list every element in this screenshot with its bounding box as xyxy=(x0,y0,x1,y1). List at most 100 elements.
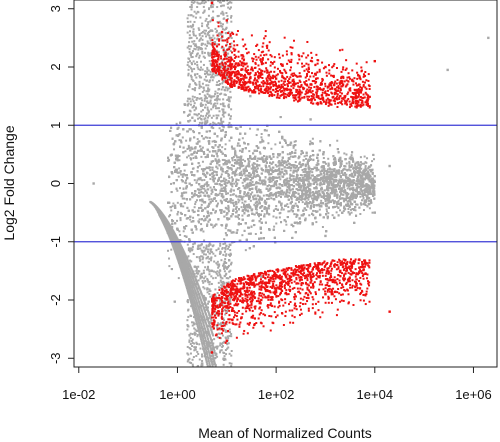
grey-point xyxy=(266,211,269,214)
grey-point xyxy=(357,161,360,164)
grey-point xyxy=(359,188,362,191)
grey-point xyxy=(206,223,209,226)
grey-point xyxy=(215,200,218,203)
grey-point xyxy=(328,167,331,170)
grey-point xyxy=(216,167,219,170)
grey-point xyxy=(275,222,278,225)
grey-point xyxy=(215,189,218,192)
grey-point xyxy=(178,171,181,174)
grey-point xyxy=(286,188,289,191)
grey-point xyxy=(296,180,299,183)
grey-point xyxy=(214,182,217,185)
grey-point xyxy=(350,154,353,157)
grey-point xyxy=(323,192,326,195)
grey-point xyxy=(328,170,331,173)
grey-point xyxy=(238,149,241,152)
grey-point xyxy=(272,155,275,158)
grey-point xyxy=(346,187,349,190)
grey-point xyxy=(361,199,364,202)
grey-point xyxy=(274,143,277,146)
grey-point xyxy=(364,166,367,169)
grey-point xyxy=(206,181,209,184)
grey-point xyxy=(274,163,277,166)
grey-point xyxy=(193,210,196,213)
grey-point xyxy=(210,192,213,195)
grey-point xyxy=(342,168,345,171)
grey-point xyxy=(209,250,212,253)
grey-point xyxy=(170,248,173,251)
grey-point xyxy=(221,158,224,161)
grey-point xyxy=(351,198,354,201)
grey-point xyxy=(193,206,196,209)
grey-point xyxy=(254,208,257,211)
grey-point xyxy=(326,168,329,171)
grey-point xyxy=(347,168,350,171)
grey-point xyxy=(207,167,210,170)
grey-point xyxy=(260,158,263,161)
grey-point xyxy=(223,199,226,202)
grey-point xyxy=(285,223,288,226)
grey-point xyxy=(370,177,373,180)
grey-point xyxy=(212,127,215,130)
grey-point xyxy=(227,210,230,213)
grey-point xyxy=(247,175,250,178)
grey-point xyxy=(181,192,184,195)
grey-point xyxy=(260,136,263,139)
grey-point xyxy=(362,189,365,192)
grey-point xyxy=(173,148,176,151)
grey-point xyxy=(257,175,260,178)
grey-point xyxy=(300,174,303,177)
grey-point xyxy=(366,194,369,197)
grey-point xyxy=(231,180,234,183)
grey-point xyxy=(364,164,367,167)
grey-point xyxy=(242,164,245,167)
grey-point xyxy=(224,148,227,151)
grey-point xyxy=(348,164,351,167)
grey-point xyxy=(206,154,209,157)
grey-point xyxy=(352,167,355,170)
grey-point xyxy=(305,157,308,160)
grey-point xyxy=(355,182,358,185)
grey-point xyxy=(231,159,234,162)
grey-point xyxy=(184,179,187,182)
grey-point xyxy=(325,208,328,211)
grey-point xyxy=(371,160,374,163)
grey-point xyxy=(212,226,215,229)
grey-point xyxy=(294,161,297,164)
grey-point xyxy=(208,150,211,153)
grey-point xyxy=(235,195,238,198)
grey-point xyxy=(331,214,334,217)
grey-point xyxy=(231,185,234,188)
grey-point xyxy=(239,176,242,179)
grey-point xyxy=(369,175,372,178)
grey-point xyxy=(241,181,244,184)
grey-point xyxy=(258,200,261,203)
grey-point xyxy=(202,230,205,233)
grey-point xyxy=(279,211,282,214)
grey-point xyxy=(307,184,310,187)
grey-point xyxy=(200,223,203,226)
grey-point xyxy=(368,165,371,168)
grey-point xyxy=(277,169,280,172)
grey-point xyxy=(181,197,184,200)
grey-point xyxy=(337,158,340,161)
grey-point xyxy=(335,205,338,208)
grey-point xyxy=(267,178,270,181)
grey-point xyxy=(348,180,351,183)
grey-point xyxy=(319,184,322,187)
grey-point xyxy=(343,182,346,185)
grey-point xyxy=(273,181,276,184)
grey-point xyxy=(353,181,356,184)
grey-point xyxy=(230,164,233,167)
grey-point xyxy=(290,163,293,166)
grey-point xyxy=(301,201,304,204)
grey-point xyxy=(244,174,247,177)
grey-point xyxy=(301,176,304,179)
grey-point xyxy=(168,265,171,268)
grey-point xyxy=(317,168,320,171)
grey-point xyxy=(193,102,196,105)
grey-point xyxy=(357,186,360,189)
grey-point xyxy=(245,183,248,186)
grey-point xyxy=(246,183,249,186)
grey-point xyxy=(344,174,347,177)
